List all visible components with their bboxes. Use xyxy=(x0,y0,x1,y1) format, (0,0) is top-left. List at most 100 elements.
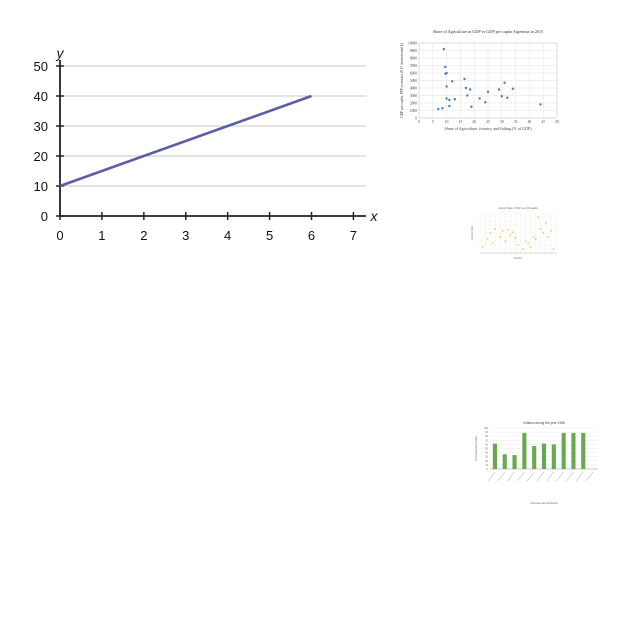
x-tick-label: 6 xyxy=(308,228,315,243)
data-point xyxy=(445,97,448,100)
chart-title: Activity Rate in 50d over 30 weeks xyxy=(498,206,538,210)
data-point xyxy=(500,95,503,98)
chart-title: Share of Agriculture in GDP vs GDP per c… xyxy=(433,29,543,34)
y-tick-label: 90 xyxy=(485,431,488,434)
y-tick-label: 0 xyxy=(41,209,48,224)
x-axis-label: Share of Agriculture, forestry, and fish… xyxy=(444,126,532,132)
data-point xyxy=(503,81,506,84)
x-tick-label-mark xyxy=(487,471,496,482)
x-tick-label: 5 xyxy=(266,228,273,243)
data-point xyxy=(481,246,484,248)
data-point xyxy=(448,104,451,108)
x-tick-label-mark xyxy=(507,471,515,482)
data-point xyxy=(529,246,532,248)
data-point xyxy=(522,248,524,250)
y-tick-label: 10 xyxy=(34,179,48,194)
y-tick-label: 50 xyxy=(34,59,48,74)
data-point xyxy=(511,87,515,90)
activity-scatter-chart: Activity Rate in 50d over 30 weeks Weeks A… xyxy=(470,206,557,260)
x-tick-label: 1 xyxy=(98,228,105,243)
data-point xyxy=(506,96,509,99)
data-point xyxy=(504,240,507,242)
y-tick-label: 5000 xyxy=(410,79,417,83)
y-tick-label: 10 xyxy=(485,464,488,467)
data-point xyxy=(497,88,501,91)
data-point xyxy=(542,232,545,234)
data-point xyxy=(486,90,490,93)
bar xyxy=(522,432,527,469)
data-point xyxy=(499,236,502,238)
y-axis-label: Consumer price index xyxy=(474,435,478,461)
x-tick-label-mark xyxy=(526,471,535,482)
y-tick-label: 1000 xyxy=(410,109,417,113)
line-chart: 0 10 20 30 40 50 0 1 2 3 4 5 6 7 y x xyxy=(34,45,379,243)
data-point xyxy=(514,237,517,239)
y-tick-label: 40 xyxy=(34,89,48,104)
y-tick-label: 9000 xyxy=(410,49,417,53)
bar xyxy=(532,446,537,469)
bar xyxy=(502,454,507,469)
y-tick-label: 80 xyxy=(485,435,488,438)
y-tick-label: 0 xyxy=(487,468,489,471)
series-line xyxy=(59,94,312,188)
x-tick-label-mark xyxy=(585,471,594,482)
x-tick-label: 0 xyxy=(418,120,420,124)
x-tick-label: 30 xyxy=(500,120,504,124)
y-tick-label: 30 xyxy=(485,456,488,459)
data-point xyxy=(486,238,489,240)
data-point xyxy=(494,228,497,230)
data-point xyxy=(448,98,451,102)
x-tick-label: 40 xyxy=(528,120,532,124)
data-point xyxy=(445,85,448,88)
y-tick-label: 30 xyxy=(34,119,48,134)
data-point xyxy=(489,232,491,234)
data-point xyxy=(453,98,457,101)
data-point xyxy=(540,228,542,230)
data-point xyxy=(534,238,537,240)
x-tick-label: 4 xyxy=(224,228,231,243)
x-tick-label: 50 xyxy=(555,120,559,124)
data-point xyxy=(517,244,519,246)
y-tick-label: 0 xyxy=(415,116,417,120)
y-tick-label: 70 xyxy=(485,439,488,442)
data-point xyxy=(442,47,446,51)
x-tick-label: 15 xyxy=(459,120,463,124)
x-tick-label-mark xyxy=(517,471,525,482)
y-tick-label: 7000 xyxy=(410,64,417,68)
y-tick-label: 40 xyxy=(485,452,488,455)
bar xyxy=(561,432,566,469)
y-tick-label: 8000 xyxy=(410,56,417,60)
data-point xyxy=(524,240,527,242)
x-tick-label: 10 xyxy=(445,120,449,124)
x-tick-label: 20 xyxy=(472,120,476,124)
x-axis-label: Weeks xyxy=(514,256,523,260)
data-point xyxy=(532,236,534,238)
y-tick-label: 3000 xyxy=(410,94,417,98)
x-tick-label: 45 xyxy=(541,120,545,124)
y-axis-label: y xyxy=(56,45,65,61)
x-tick-label-mark xyxy=(546,471,555,482)
y-tick-label: 60 xyxy=(485,443,488,446)
data-point xyxy=(550,230,552,232)
y-tick-label: 10000 xyxy=(408,41,417,45)
data-point xyxy=(547,236,550,238)
x-tick-label: 35 xyxy=(514,120,518,124)
x-tick-label: 3 xyxy=(182,228,189,243)
y-tick-label: 6000 xyxy=(410,71,417,75)
x-tick-label: 7 xyxy=(350,228,357,243)
x-tick-label: 2 xyxy=(140,228,147,243)
data-point xyxy=(537,216,540,218)
chart-title: Inflation during the year 1985 xyxy=(523,421,565,425)
data-point xyxy=(466,94,469,97)
y-axis-label: GDP per capita, PPP (constant 2017 inter… xyxy=(400,42,405,118)
bar xyxy=(541,443,547,469)
y-tick-label: 100 xyxy=(484,427,489,430)
bar xyxy=(571,432,576,469)
y-tick-label: 20 xyxy=(485,460,488,463)
data-point xyxy=(502,230,504,232)
y-tick-label: 20 xyxy=(34,149,48,164)
x-axis-label: x xyxy=(370,208,379,224)
data-point xyxy=(527,242,529,244)
data-point xyxy=(470,105,473,108)
